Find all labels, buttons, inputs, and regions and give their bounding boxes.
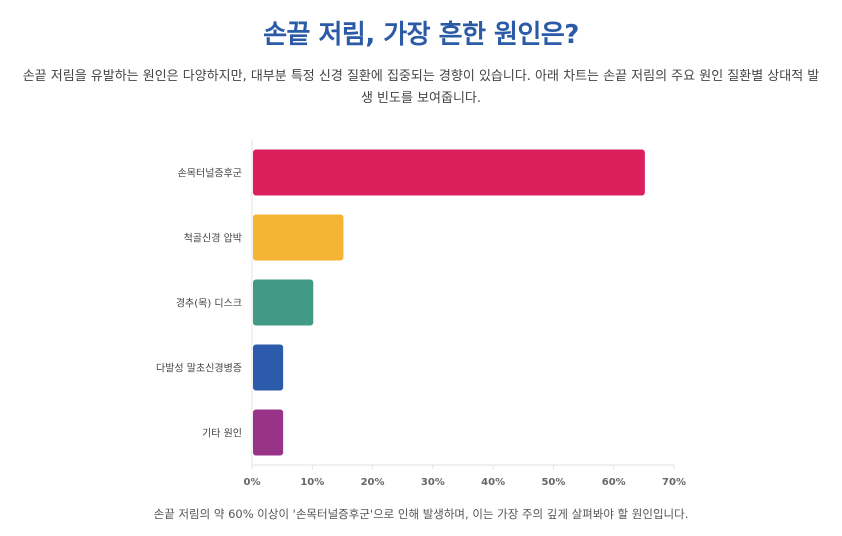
x-tick-label: 0%: [244, 477, 261, 488]
bar: [253, 279, 314, 326]
category-label: 척골신경 압박: [184, 232, 242, 245]
x-tick-label: 20%: [361, 477, 385, 488]
x-tick-label: 40%: [481, 477, 505, 488]
bar: [253, 214, 344, 261]
category-label: 다발성 말초신경병증: [156, 362, 242, 375]
x-tick-label: 70%: [662, 477, 686, 488]
x-tick-label: 10%: [300, 477, 324, 488]
bar: [253, 409, 284, 456]
x-tick-label: 30%: [421, 477, 445, 488]
bar: [253, 344, 284, 391]
bar: [253, 149, 645, 196]
chart-footnote: 손끝 저림의 약 60% 이상이 '손목터널증후군'으로 인해 발생하며, 이는…: [153, 507, 689, 521]
page-title: 손끝 저림, 가장 흔한 원인은?: [263, 20, 579, 50]
page-subtitle: 손끝 저림을 유발하는 원인은 다양하지만, 대부분 특정 신경 질환에 집중되…: [22, 69, 820, 106]
category-label: 손목터널증후군: [178, 168, 242, 180]
category-label: 기타 원인: [202, 428, 242, 440]
x-tick-label: 60%: [602, 477, 626, 488]
x-tick-label: 50%: [541, 477, 565, 488]
category-label: 경추(목) 디스크: [176, 297, 242, 310]
